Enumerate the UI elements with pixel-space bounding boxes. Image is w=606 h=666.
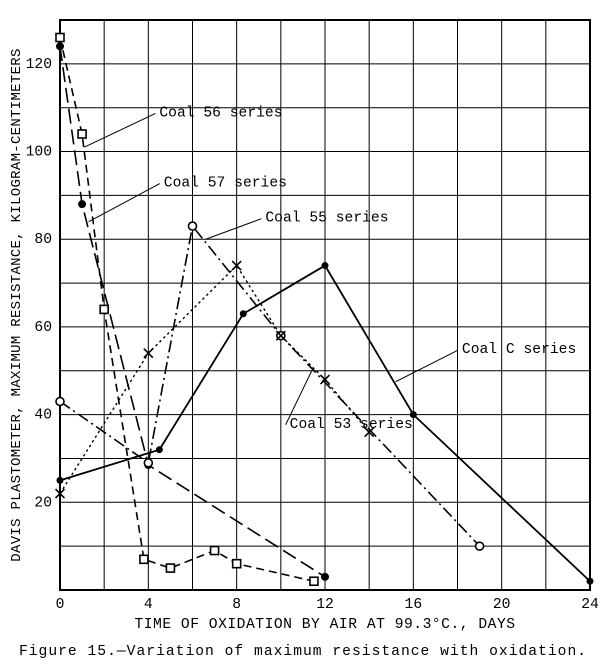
x-tick-label: 0 (56, 597, 65, 613)
x-tick-label: 12 (316, 597, 334, 613)
figure-15: Coal 56 series Coal 57 series Coal 55 seri… (0, 0, 606, 666)
series-label: Coal 55 series (265, 211, 388, 227)
y-tick-label: 100 (26, 145, 52, 161)
y-tick-label: 80 (34, 232, 52, 248)
chart-svg: Coal 56 series Coal 57 series Coal 55 seri… (0, 0, 606, 666)
y-tick-label: 120 (26, 57, 52, 73)
series-label: Coal 57 series (164, 176, 287, 192)
x-tick-label: 8 (232, 597, 241, 613)
series-label: Coal 56 series (159, 105, 282, 121)
x-tick-label: 20 (493, 597, 511, 613)
x-axis-label: TIME OF OXIDATION BY AIR AT 99.3°C., DAY… (134, 617, 515, 633)
y-axis-label: DAVIS PLASTOMETER, MAXIMUM RESISTANCE, K… (9, 48, 25, 561)
x-tick-label: 16 (405, 597, 423, 613)
y-tick-label: 40 (34, 408, 52, 424)
x-tick-label: 4 (144, 597, 153, 613)
y-tick-label: 60 (34, 320, 52, 336)
series-label: Coal 53 series (290, 417, 413, 433)
figure-caption: Figure 15.—Variation of maximum resistan… (0, 644, 606, 660)
x-tick-label: 24 (581, 597, 599, 613)
series-label: Coal C series (462, 342, 576, 358)
y-tick-label: 20 (34, 495, 52, 511)
